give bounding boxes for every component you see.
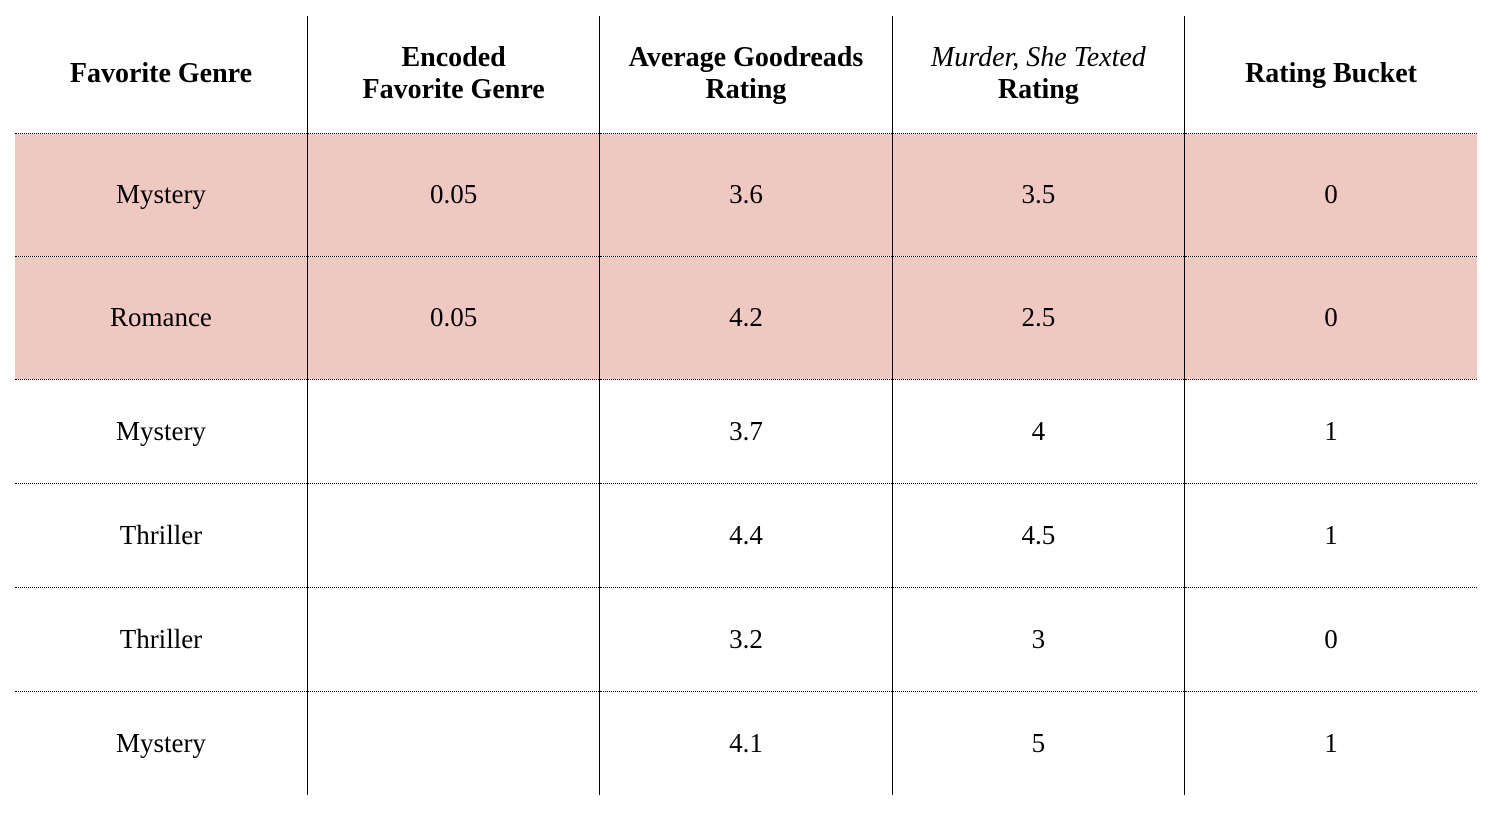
table-row: Thriller 4.4 4.5 1 xyxy=(15,483,1477,587)
cell-average-goodreads-rating: 4.2 xyxy=(599,256,893,379)
column-header-line: Favorite Genre xyxy=(362,74,545,106)
cell-murder-she-texted-rating: 5 xyxy=(892,691,1186,795)
cell-rating-bucket: 1 xyxy=(1324,415,1338,446)
cell-encoded-favorite-genre xyxy=(307,587,601,691)
column-header-murder-she-texted-rating: Murder, She Texted Rating xyxy=(892,16,1186,133)
column-header-favorite-genre: Favorite Genre xyxy=(15,16,308,133)
table-row: Mystery 4.1 5 1 xyxy=(15,691,1477,795)
table-row: Romance 0.05 4.2 2.5 0 xyxy=(15,256,1477,379)
table-row: Thriller 3.2 3 0 xyxy=(15,587,1477,691)
cell-murder-she-texted-rating: 3.5 xyxy=(892,133,1186,256)
cell-favorite-genre: Mystery xyxy=(15,133,308,256)
cell-average-goodreads-rating: 3.2 xyxy=(599,587,893,691)
cell-rating-bucket: 0 xyxy=(1184,256,1477,379)
cell-favorite-genre: Mystery xyxy=(15,379,308,483)
column-header-line: Rating xyxy=(705,74,787,106)
column-header-line: Rating Bucket xyxy=(1245,58,1417,90)
ratings-table: Favorite Genre Encoded Favorite Genre Avera… xyxy=(15,16,1477,795)
table-row: Mystery 0.05 3.6 3.5 0 xyxy=(15,133,1477,256)
column-header-rating-bucket: Rating Bucket xyxy=(1185,16,1477,133)
cell-encoded-favorite-genre: 0.05 xyxy=(307,256,601,379)
column-header-encoded-favorite-genre: Encoded Favorite Genre xyxy=(307,16,601,133)
cell-favorite-genre: Mystery xyxy=(15,691,308,795)
cell-encoded-favorite-genre: 0.05 xyxy=(307,133,601,256)
cell-average-goodreads-rating: 3.6 xyxy=(599,133,893,256)
column-header-line: Rating xyxy=(997,74,1079,106)
cell-rating-bucket: 1 xyxy=(1324,519,1338,550)
cell-encoded-favorite-genre xyxy=(307,379,601,483)
cell-murder-she-texted-rating: 4.5 xyxy=(892,483,1186,587)
header-row: Favorite Genre Encoded Favorite Genre Avera… xyxy=(15,16,1477,133)
cell-murder-she-texted-rating: 4 xyxy=(892,379,1186,483)
cell-encoded-favorite-genre xyxy=(307,483,601,587)
table-header: Favorite Genre Encoded Favorite Genre Avera… xyxy=(15,16,1477,133)
cell-murder-she-texted-rating: 3 xyxy=(892,587,1186,691)
column-header-line: Favorite Genre xyxy=(69,58,253,90)
column-header-line: Murder, She Texted xyxy=(930,42,1146,74)
cell-encoded-favorite-genre xyxy=(307,691,601,795)
column-header-line: Average Goodreads xyxy=(628,42,864,74)
cell-average-goodreads-rating: 4.4 xyxy=(599,483,893,587)
cell-rating-bucket: 0 xyxy=(1184,133,1477,256)
cell-rating-bucket: 1 xyxy=(1324,727,1338,758)
cell-average-goodreads-rating: 4.1 xyxy=(599,691,893,795)
cell-favorite-genre: Thriller xyxy=(15,483,308,587)
table-body: Mystery 0.05 3.6 3.5 0 Romance 0.05 4.2 2.5 0 Myst… xyxy=(15,133,1477,795)
column-header-average-goodreads-rating: Average Goodreads Rating xyxy=(599,16,893,133)
column-header-line: Encoded xyxy=(401,42,506,74)
cell-rating-bucket: 0 xyxy=(1324,623,1338,654)
table-row: Mystery 3.7 4 1 xyxy=(15,379,1477,483)
cell-favorite-genre: Romance xyxy=(15,256,308,379)
cell-favorite-genre: Thriller xyxy=(15,587,308,691)
cell-average-goodreads-rating: 3.7 xyxy=(599,379,893,483)
cell-murder-she-texted-rating: 2.5 xyxy=(892,256,1186,379)
